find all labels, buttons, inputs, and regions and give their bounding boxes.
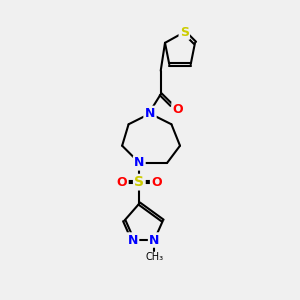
Text: CH₃: CH₃ — [145, 252, 163, 262]
Text: N: N — [145, 107, 155, 120]
Text: N: N — [128, 233, 138, 247]
Text: S: S — [180, 26, 189, 39]
Text: O: O — [151, 176, 162, 189]
Text: N: N — [145, 107, 155, 120]
Text: N: N — [134, 156, 145, 170]
Text: O: O — [117, 176, 128, 189]
Text: N: N — [149, 233, 160, 247]
Text: O: O — [172, 103, 183, 116]
Text: S: S — [134, 175, 144, 189]
